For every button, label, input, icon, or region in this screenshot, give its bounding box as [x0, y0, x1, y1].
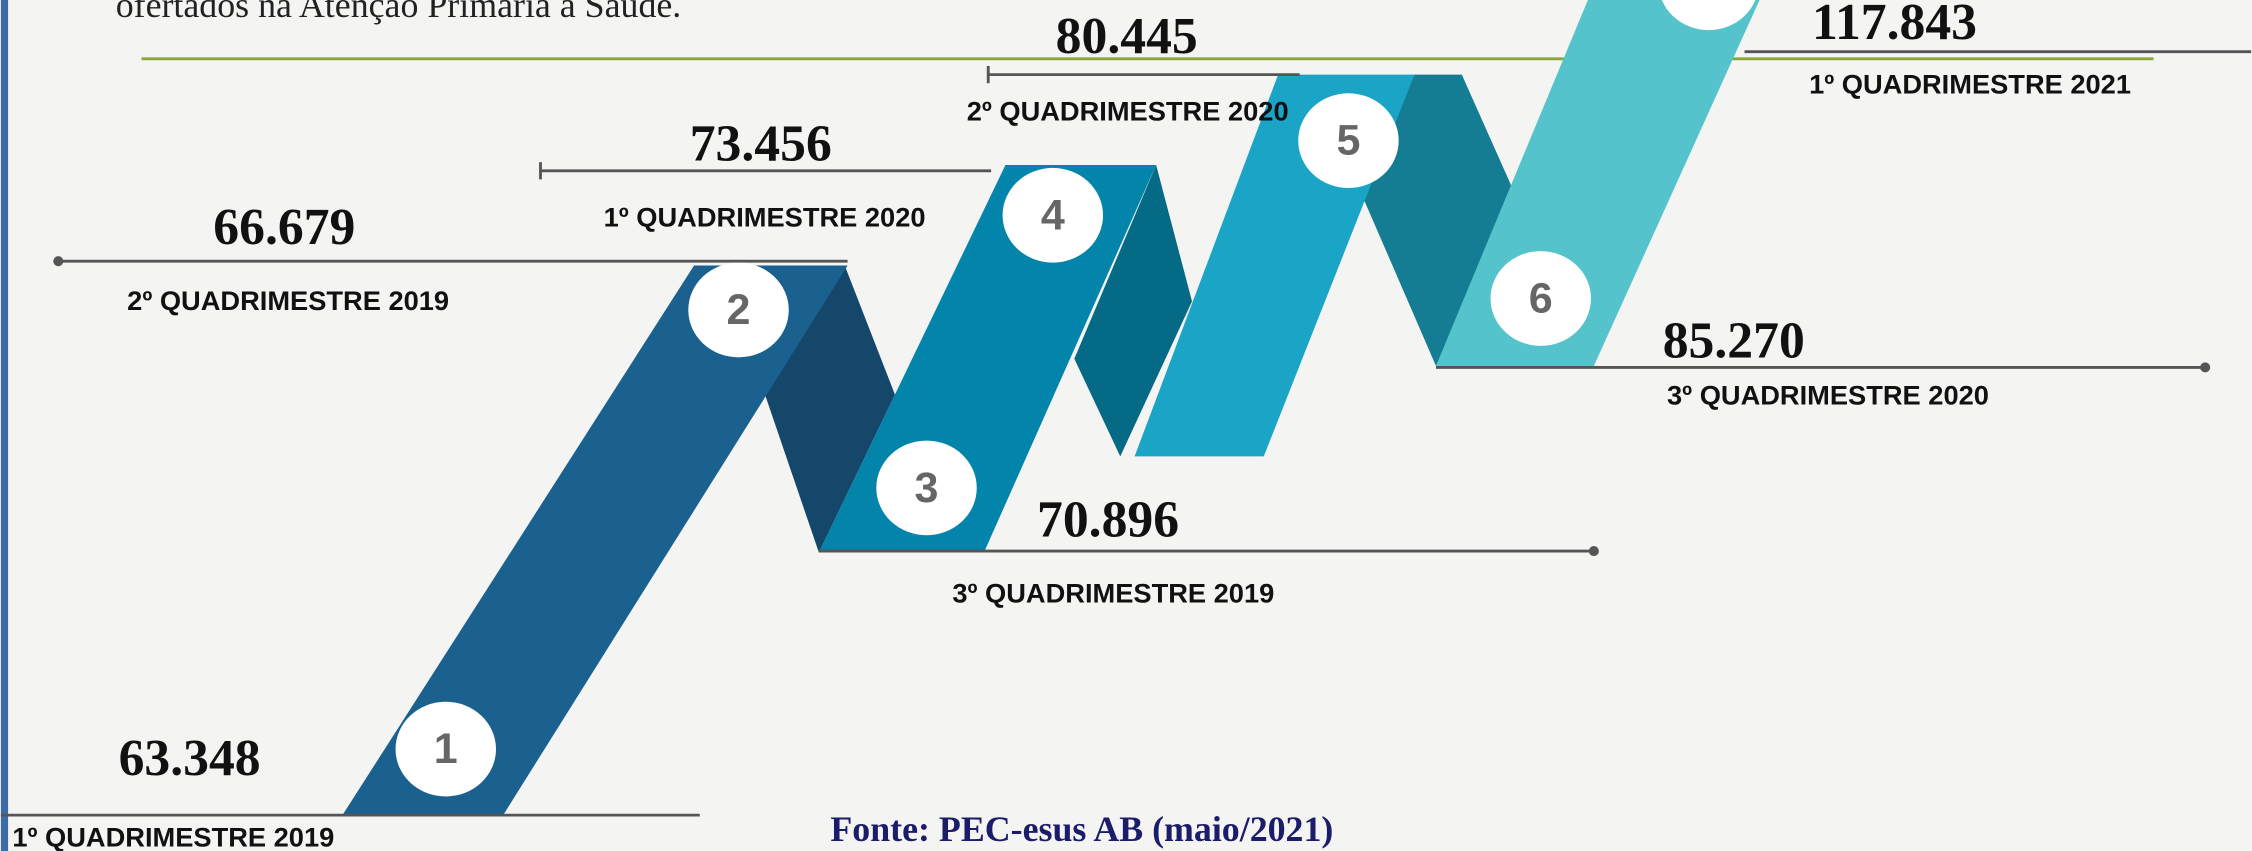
step-number: 7 [1697, 0, 1721, 7]
step-number: 6 [1529, 274, 1553, 322]
step-circle [688, 262, 789, 358]
step-circle [1490, 251, 1591, 346]
step-circle [395, 701, 497, 797]
value: 117.843 [1812, 0, 1977, 51]
rule-dot [53, 256, 64, 267]
step-circle [876, 440, 977, 536]
period-label: 1º QUADRIMESTRE 2019 [12, 822, 334, 851]
value: 63.348 [119, 730, 261, 787]
rule-dot [2200, 362, 2211, 373]
step-number: 2 [727, 286, 751, 334]
source: Fonte: PEC-esus AB (maio/2021) [830, 809, 1333, 849]
side-bar [0, 0, 9, 851]
step-circle [1002, 167, 1104, 263]
period-label: 2º QUADRIMESTRE 2019 [127, 285, 449, 316]
step-number: 3 [915, 464, 939, 512]
step-number: 4 [1041, 191, 1065, 239]
period-label: 1º QUADRIMESTRE 2021 [1809, 68, 2131, 99]
step-circle [1661, 0, 1756, 31]
value: 70.896 [1037, 492, 1179, 549]
period-label: 3º QUADRIMESTRE 2019 [952, 578, 1274, 609]
rule-dot [1588, 546, 1599, 557]
step-number: 1 [434, 725, 458, 773]
value: 80.445 [1056, 8, 1198, 65]
value: 85.270 [1663, 312, 1805, 369]
period-label: 2º QUADRIMESTRE 2020 [967, 96, 1289, 127]
value: 73.456 [690, 116, 832, 173]
value: 66.679 [213, 199, 355, 256]
ribbon-fold [1074, 165, 1193, 457]
period-label: 3º QUADRIMESTRE 2020 [1667, 380, 1989, 411]
period-label: 1º QUADRIMESTRE 2020 [604, 202, 926, 233]
header-text: ofertados na Atenção Primária à Saúde. [116, 0, 682, 25]
step-number: 5 [1336, 117, 1360, 165]
ribbon-segment [342, 265, 848, 816]
step-circle [1298, 93, 1399, 188]
ribbon-fold [1361, 74, 1515, 366]
